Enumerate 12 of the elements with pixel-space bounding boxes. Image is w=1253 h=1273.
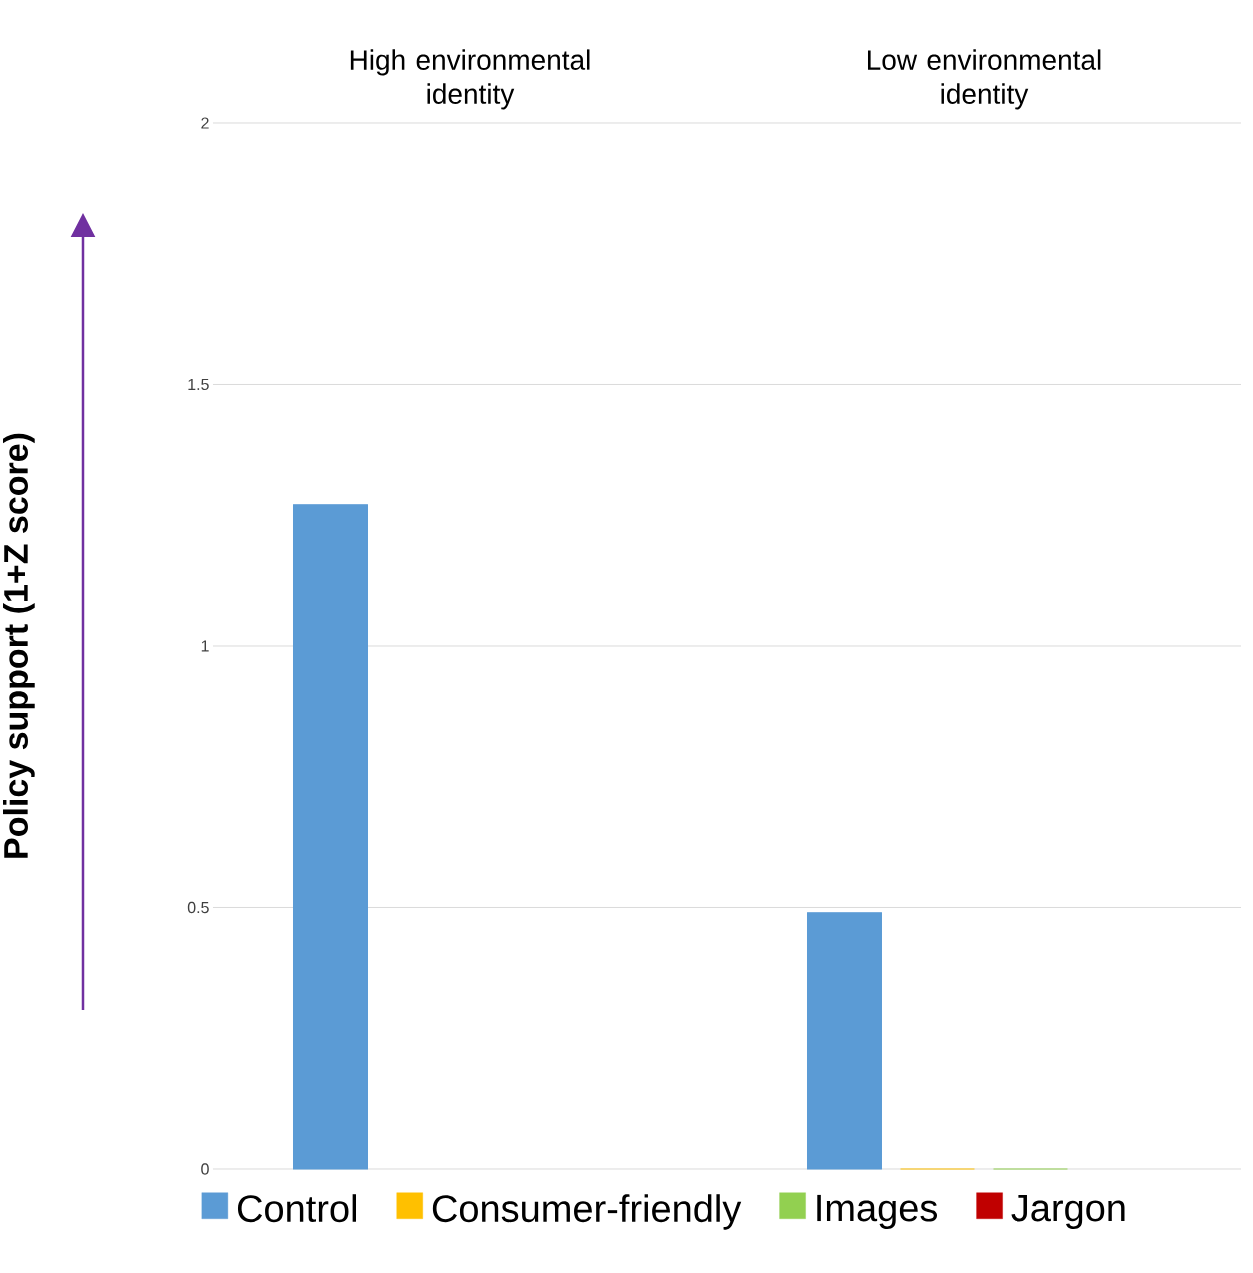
y-tick-label: 0: [201, 1163, 209, 1175]
legend-label: Control: [237, 1194, 356, 1223]
y-tick-label: 1: [201, 640, 209, 652]
legend-label: Images: [817, 1194, 938, 1229]
x-tick-label: Low environmental identity: [868, 49, 1101, 110]
y-tick-label: 0.5: [187, 901, 209, 914]
legend-label: Jargon: [1011, 1194, 1125, 1229]
legend-label: Consumer-friendly: [432, 1194, 742, 1230]
x-tick-label: High environmental identity: [350, 49, 590, 110]
y-axis-title: Policy support (1+Z score): [3, 433, 35, 858]
y-tick-label: 2: [201, 117, 209, 129]
y-tick-label: 1.5: [188, 378, 209, 391]
